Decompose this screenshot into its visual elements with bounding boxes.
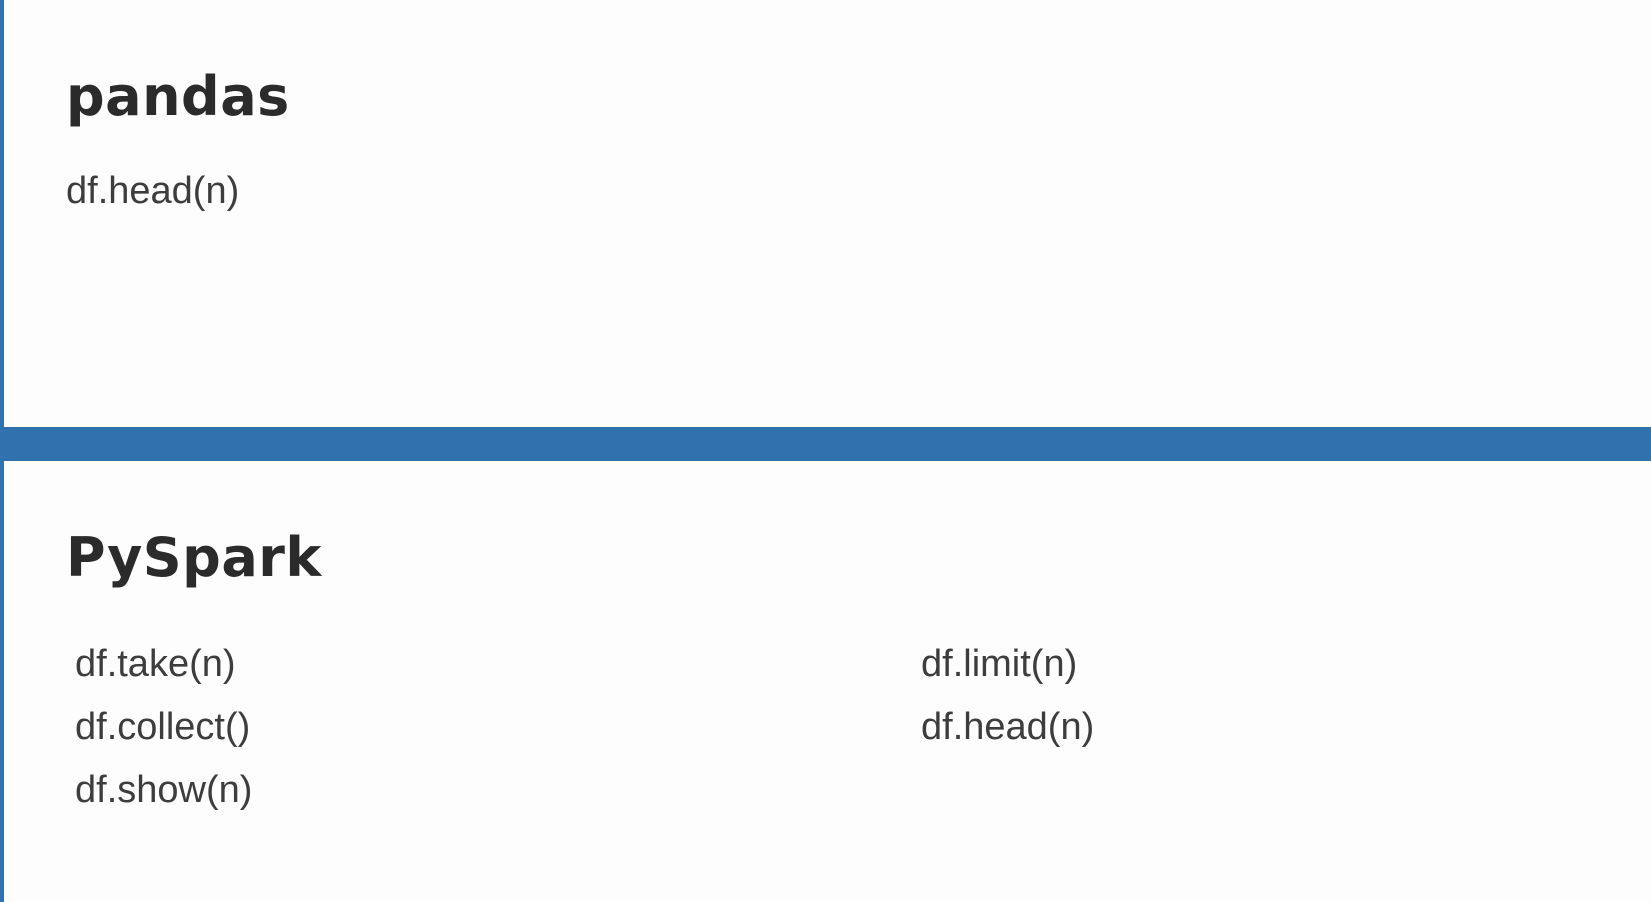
section-divider-bar: [0, 427, 1651, 461]
pyspark-method-limit: df.limit(n): [921, 643, 1078, 685]
pandas-heading: pandas: [66, 65, 290, 128]
pandas-panel: pandas df.head(n): [0, 0, 1651, 427]
pyspark-panel: PySpark df.take(n) df.collect() df.show(…: [0, 461, 1651, 902]
pyspark-method-take: df.take(n): [75, 643, 236, 685]
pandas-method-head: df.head(n): [66, 170, 240, 212]
pyspark-method-head: df.head(n): [921, 706, 1095, 748]
pyspark-method-show: df.show(n): [75, 769, 253, 811]
pyspark-heading: PySpark: [66, 526, 322, 589]
pyspark-method-collect: df.collect(): [75, 706, 251, 748]
